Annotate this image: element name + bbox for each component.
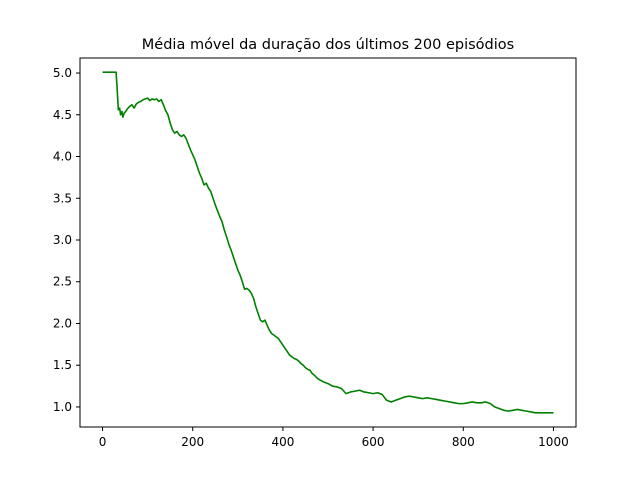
y-tick-label: 2.0 (53, 316, 72, 330)
y-tick-label: 2.5 (53, 275, 72, 289)
y-tick-label: 3.0 (53, 233, 72, 247)
series-line (102, 71, 554, 414)
chart-title: Média móvel da duração dos últimos 200 e… (142, 37, 514, 53)
x-tick-label: 600 (362, 435, 385, 449)
x-tick-label: 400 (271, 435, 294, 449)
x-tick-label: 800 (452, 435, 475, 449)
axes-frame (79, 57, 577, 428)
y-tick-label: 4.5 (53, 108, 72, 122)
x-axis: 0 200 400 600 800 1000 (99, 427, 569, 449)
y-tick-label: 1.0 (53, 400, 72, 414)
y-tick-label: 4.0 (53, 150, 72, 164)
y-axis: 1.0 1.5 2.0 2.5 3.0 3.5 4.0 4.5 5.0 (53, 66, 80, 414)
series-layer (102, 71, 554, 414)
y-tick-label: 5.0 (53, 66, 72, 80)
x-tick-label: 1000 (538, 435, 569, 449)
y-tick-label: 3.5 (53, 191, 72, 205)
y-tick-label: 1.5 (53, 358, 72, 372)
x-tick-label: 200 (181, 435, 204, 449)
x-tick-label: 0 (99, 435, 107, 449)
